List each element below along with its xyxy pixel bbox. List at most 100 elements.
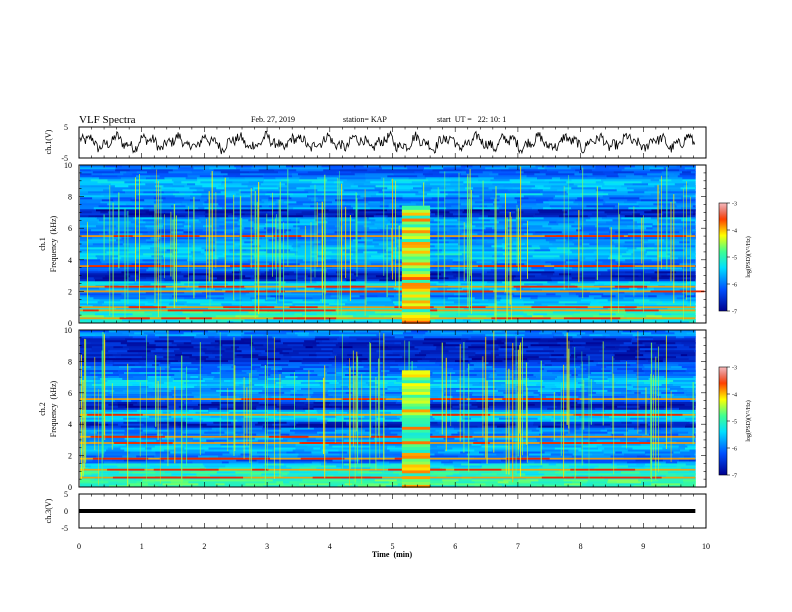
spectrogram-cell bbox=[352, 461, 377, 464]
ch1-waveform-trace bbox=[79, 130, 696, 155]
spectrogram-cell bbox=[266, 305, 279, 308]
spectrogram-cell bbox=[125, 321, 153, 324]
spectrogram-cell bbox=[470, 251, 494, 254]
spectrogram-cell bbox=[169, 293, 196, 296]
spectrogram-cell bbox=[460, 173, 490, 176]
spectrogram-cell bbox=[127, 473, 147, 476]
spectrogram-cell bbox=[381, 471, 394, 474]
spectrogram-cell bbox=[478, 217, 496, 220]
spectrogram-cell bbox=[358, 447, 378, 450]
spectrogram-cell bbox=[100, 211, 109, 214]
spectrogram-cell bbox=[108, 389, 115, 392]
spectrogram-cell bbox=[694, 475, 696, 478]
spectrogram-cell bbox=[352, 391, 372, 394]
spectrogram-cell bbox=[628, 465, 644, 468]
spectrogram-cell bbox=[494, 431, 502, 434]
spectrogram-cell bbox=[356, 409, 380, 412]
spectrogram-cell bbox=[299, 399, 316, 402]
spectrogram-cell bbox=[350, 261, 371, 264]
spectrogram-cell bbox=[313, 307, 340, 310]
spectrogram-cell bbox=[280, 387, 295, 390]
spectrogram-cell bbox=[605, 201, 625, 204]
spectrogram-cell bbox=[376, 169, 397, 172]
spectrogram-cell bbox=[245, 275, 255, 278]
spectrogram-cell bbox=[424, 221, 441, 224]
spectrogram-cell bbox=[287, 239, 302, 242]
spectrogram-cell bbox=[650, 179, 660, 182]
spectrogram-cell bbox=[484, 433, 510, 436]
spectrogram-cell bbox=[97, 433, 105, 436]
spectrogram-cell bbox=[118, 251, 128, 254]
spectrogram-cell bbox=[314, 485, 338, 488]
spectrogram-cell bbox=[581, 447, 599, 450]
spectrogram-cell bbox=[208, 307, 230, 310]
spectrogram-cell bbox=[517, 167, 539, 170]
spectrogram-cell bbox=[416, 305, 445, 308]
spectrogram-cell bbox=[540, 191, 567, 194]
spectrogram-cell bbox=[124, 433, 146, 436]
spectrogram-cell bbox=[600, 307, 609, 310]
spectrogram-cell bbox=[537, 167, 545, 170]
burst-cell bbox=[401, 243, 431, 248]
spectrogram-cell bbox=[177, 257, 189, 260]
spectrogram-cell bbox=[450, 237, 476, 240]
spectrogram-cell bbox=[552, 311, 581, 314]
spectrogram-cell bbox=[523, 395, 535, 398]
spectrogram-cell bbox=[636, 293, 666, 296]
spectrogram-cell bbox=[627, 429, 643, 432]
spectrogram-cell bbox=[494, 191, 511, 194]
spectrogram-cell bbox=[473, 191, 495, 194]
spectrogram-cell bbox=[639, 197, 654, 200]
spectrogram-cell bbox=[514, 197, 529, 200]
spectrogram-cell bbox=[533, 391, 541, 394]
spectrogram-cell bbox=[386, 281, 398, 284]
spectrogram-cell bbox=[523, 431, 544, 434]
spectrogram-cell bbox=[151, 255, 164, 258]
spectrogram-cell bbox=[246, 479, 274, 482]
spectrogram-cell bbox=[380, 443, 408, 446]
spectrogram-cell bbox=[229, 417, 242, 420]
spectrogram-cell bbox=[607, 429, 629, 432]
burst-cell bbox=[401, 264, 431, 269]
spectrogram-cell bbox=[80, 471, 100, 474]
spectrogram-cell bbox=[320, 295, 331, 298]
spectrogram-cell bbox=[285, 447, 296, 450]
spectrogram-cell bbox=[301, 167, 330, 170]
spectrogram-cell bbox=[604, 183, 625, 186]
spectrogram-cell bbox=[487, 241, 514, 244]
spectrogram-cell bbox=[299, 467, 317, 470]
spectrogram-cell bbox=[283, 463, 305, 466]
spectrogram-cell bbox=[473, 221, 500, 224]
burst-cell bbox=[401, 316, 431, 321]
spectrogram-cell bbox=[194, 215, 206, 218]
spectrogram-cell bbox=[674, 183, 689, 186]
spectrogram-cell bbox=[659, 417, 668, 420]
spectrogram-cell bbox=[496, 301, 509, 304]
spectrogram-cell bbox=[222, 305, 243, 308]
spectrogram-cell bbox=[80, 253, 92, 256]
spectrogram-cell bbox=[488, 187, 506, 190]
spectrogram-cell bbox=[682, 171, 692, 174]
spectrogram-cell bbox=[669, 403, 685, 406]
spectrogram-cell bbox=[302, 311, 321, 314]
spectrogram-cell bbox=[210, 387, 235, 390]
spectrogram-cell bbox=[287, 473, 311, 476]
spectrogram-cell bbox=[588, 295, 602, 298]
spectrogram-cell bbox=[485, 293, 515, 296]
spectrogram-cell bbox=[458, 403, 472, 406]
spectrogram-cell bbox=[279, 283, 310, 286]
spectrogram-cell bbox=[326, 391, 347, 394]
spectrogram-cell bbox=[654, 437, 685, 440]
spectrogram-cell bbox=[679, 231, 696, 234]
spectrogram-cell bbox=[600, 187, 615, 190]
spectrogram-cell bbox=[190, 471, 218, 474]
spectrogram-cell bbox=[306, 231, 335, 234]
spectrogram-cell bbox=[220, 443, 231, 446]
spectrogram-cell bbox=[571, 225, 596, 228]
spectrogram-cell bbox=[497, 481, 509, 484]
spectrogram-cell bbox=[515, 171, 524, 174]
spectrogram-cell bbox=[508, 167, 518, 170]
spectrogram-cell bbox=[564, 425, 588, 428]
spectrogram-cell bbox=[579, 261, 603, 264]
spectrogram-cell bbox=[381, 307, 403, 310]
